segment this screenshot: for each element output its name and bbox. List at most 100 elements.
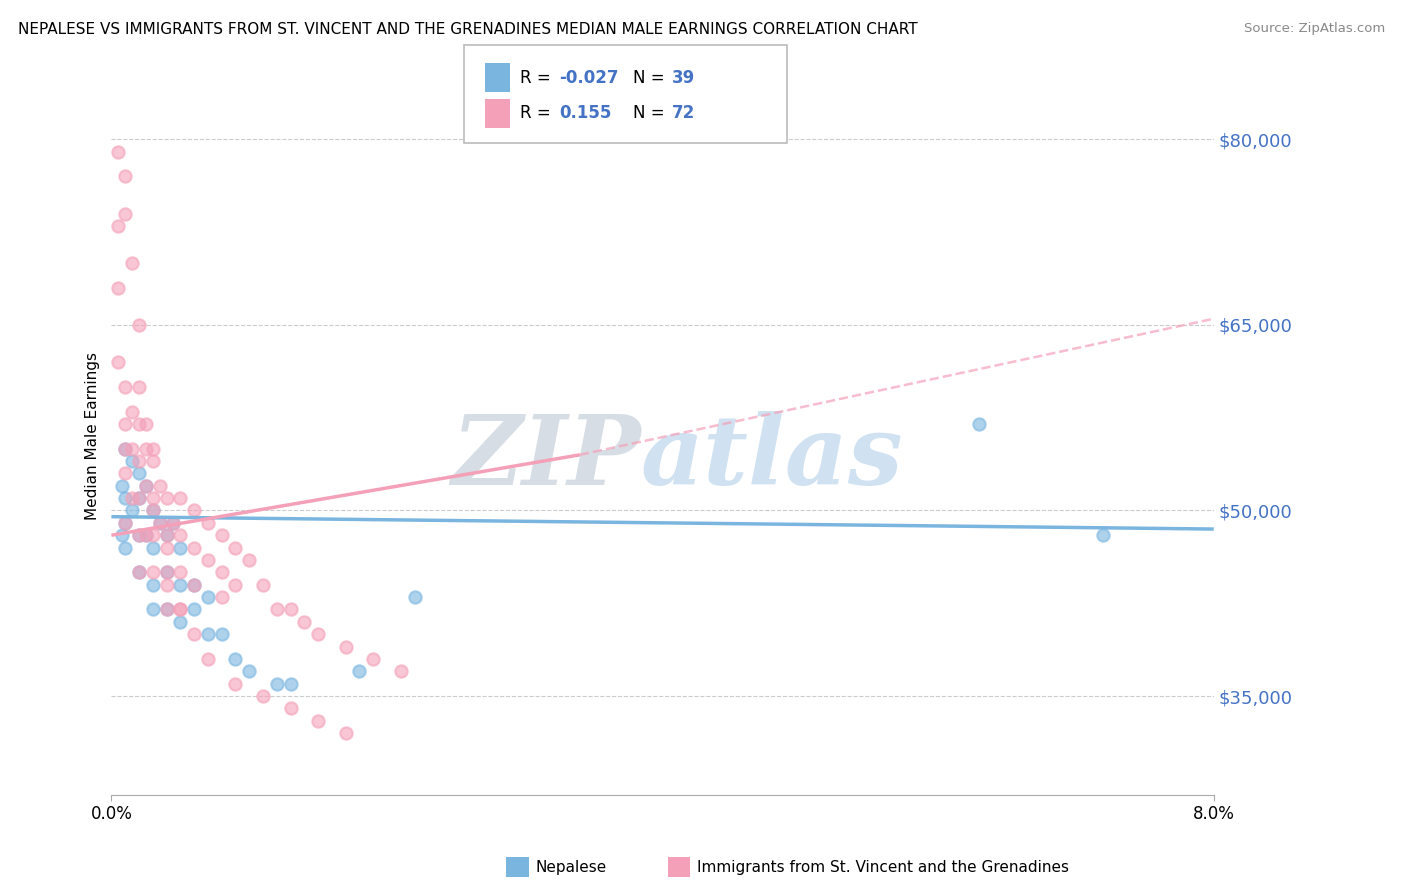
Point — [183, 578, 205, 592]
Point — [969, 417, 991, 431]
Point — [183, 627, 205, 641]
Point — [155, 566, 177, 580]
Point — [142, 566, 165, 580]
Point — [121, 491, 143, 505]
Point — [107, 355, 129, 369]
Point — [211, 528, 233, 542]
Point — [121, 404, 143, 418]
Point — [142, 528, 165, 542]
Point — [162, 516, 184, 530]
Text: R =: R = — [520, 104, 557, 122]
Point — [128, 528, 150, 542]
Point — [128, 491, 150, 505]
Point — [128, 528, 150, 542]
Text: NEPALESE VS IMMIGRANTS FROM ST. VINCENT AND THE GRENADINES MEDIAN MALE EARNINGS : NEPALESE VS IMMIGRANTS FROM ST. VINCENT … — [18, 22, 918, 37]
Point — [280, 602, 302, 616]
Point — [155, 578, 177, 592]
Point — [155, 566, 177, 580]
Point — [155, 491, 177, 505]
Point — [197, 652, 219, 666]
Point — [114, 206, 136, 220]
Point — [142, 454, 165, 468]
Point — [155, 528, 177, 542]
Point — [107, 219, 129, 233]
Point — [114, 442, 136, 456]
Point — [114, 491, 136, 505]
Point — [149, 479, 172, 493]
Point — [197, 627, 219, 641]
Point — [252, 578, 274, 592]
Point — [142, 442, 165, 456]
Point — [224, 578, 246, 592]
Point — [335, 726, 357, 740]
Point — [111, 528, 134, 542]
Text: atlas: atlas — [641, 411, 903, 505]
Point — [107, 281, 129, 295]
Point — [149, 516, 172, 530]
Point — [128, 380, 150, 394]
Point — [307, 627, 329, 641]
Point — [211, 590, 233, 604]
Point — [135, 479, 157, 493]
Point — [135, 528, 157, 542]
Point — [107, 145, 129, 159]
Point — [114, 169, 136, 184]
Point — [307, 714, 329, 728]
Point — [224, 676, 246, 690]
Point — [121, 503, 143, 517]
Point — [169, 602, 191, 616]
Point — [183, 602, 205, 616]
Point — [197, 516, 219, 530]
Point — [197, 553, 219, 567]
Point — [142, 491, 165, 505]
Text: -0.027: -0.027 — [560, 69, 619, 87]
Text: ZIP: ZIP — [451, 411, 641, 505]
Point — [280, 676, 302, 690]
Point — [135, 417, 157, 431]
Point — [335, 640, 357, 654]
Point — [238, 665, 260, 679]
Point — [183, 578, 205, 592]
Point — [252, 689, 274, 703]
Point — [155, 602, 177, 616]
Point — [169, 528, 191, 542]
Point — [149, 516, 172, 530]
Point — [238, 553, 260, 567]
Point — [142, 578, 165, 592]
Point — [128, 566, 150, 580]
Point — [128, 491, 150, 505]
Point — [114, 417, 136, 431]
Point — [211, 566, 233, 580]
Point — [404, 590, 426, 604]
Point — [114, 442, 136, 456]
Text: Immigrants from St. Vincent and the Grenadines: Immigrants from St. Vincent and the Gren… — [697, 860, 1070, 874]
Point — [266, 602, 288, 616]
Point — [169, 578, 191, 592]
Point — [135, 528, 157, 542]
Point — [128, 454, 150, 468]
Point — [114, 516, 136, 530]
Point — [169, 615, 191, 629]
Point — [128, 417, 150, 431]
Text: 72: 72 — [672, 104, 696, 122]
Text: 39: 39 — [672, 69, 696, 87]
Point — [224, 541, 246, 555]
Point — [211, 627, 233, 641]
Text: Nepalese: Nepalese — [536, 860, 607, 874]
Point — [197, 590, 219, 604]
Point — [183, 503, 205, 517]
Point — [361, 652, 384, 666]
Point — [183, 541, 205, 555]
Text: Source: ZipAtlas.com: Source: ZipAtlas.com — [1244, 22, 1385, 36]
Point — [121, 256, 143, 270]
Point — [224, 652, 246, 666]
Point — [135, 442, 157, 456]
Point — [111, 479, 134, 493]
Point — [169, 491, 191, 505]
Point — [142, 503, 165, 517]
Point — [280, 701, 302, 715]
Point — [162, 516, 184, 530]
Point — [121, 454, 143, 468]
Point — [142, 503, 165, 517]
Y-axis label: Median Male Earnings: Median Male Earnings — [86, 352, 100, 520]
